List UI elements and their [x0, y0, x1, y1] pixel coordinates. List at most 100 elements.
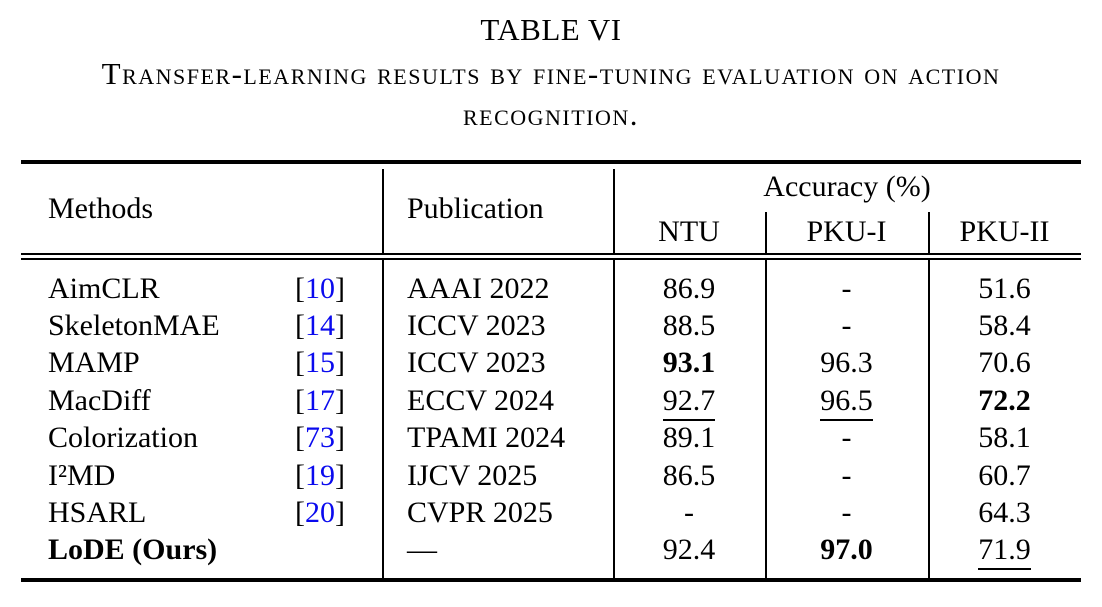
ntu-cell: 89.1 — [613, 421, 765, 455]
method-name: MacDiff — [48, 383, 151, 417]
citation-bracket: [ — [295, 421, 305, 455]
table-top-rule — [21, 160, 1081, 164]
ntu-value: 92.4 — [662, 533, 716, 567]
column-divider — [613, 169, 615, 253]
table-row: AimCLR [10] AAAI 2022 86.9 - 51.6 — [21, 270, 1081, 307]
citation-bracket: [ — [295, 458, 305, 492]
ntu-value: 86.5 — [662, 458, 716, 492]
pku-ii-cell: 51.6 — [928, 272, 1081, 306]
table-row: MacDiff [17] ECCV 2024 92.7 96.5 72.2 — [21, 382, 1081, 421]
header-publication: Publication — [407, 191, 544, 225]
pku-i-cell: 96.5 — [765, 383, 928, 421]
citation-bracket: [ — [295, 383, 305, 417]
citation-link[interactable]: [15] — [295, 346, 345, 380]
column-divider — [928, 212, 930, 253]
citation-number: 73 — [305, 421, 335, 455]
publication-cell: ICCV 2023 — [407, 346, 546, 380]
table-row: Colorization [73] TPAMI 2024 89.1 - 58.1 — [21, 420, 1081, 457]
table-caption: Transfer-learning results by fine-tuning… — [101, 56, 1001, 132]
pku-ii-value: 71.9 — [978, 533, 1031, 571]
pku-ii-value: 64.3 — [978, 496, 1031, 530]
pku-i-cell: 96.3 — [765, 346, 928, 380]
method-name: HSARL — [48, 496, 147, 530]
citation-link[interactable]: [14] — [295, 309, 345, 343]
citation-number: 20 — [305, 496, 335, 530]
column-divider — [765, 260, 767, 579]
publication-cell: — — [407, 533, 437, 567]
citation-link[interactable]: [10] — [295, 272, 345, 306]
ntu-value: 88.5 — [662, 309, 716, 343]
table-row-ours: LoDE (Ours) — 92.4 97.0 71.9 — [21, 532, 1081, 571]
header-accuracy-group: Accuracy (%) — [763, 170, 931, 203]
method-name: LoDE (Ours) — [48, 533, 218, 567]
ntu-value: - — [684, 496, 694, 530]
pku-ii-value: 51.6 — [978, 271, 1031, 305]
citation-bracket: [ — [295, 496, 305, 530]
ntu-cell: 88.5 — [613, 309, 765, 343]
column-divider — [765, 212, 767, 253]
method-name: Colorization — [48, 421, 198, 455]
table-row: I²MD [19] IJCV 2025 86.5 - 60.7 — [21, 457, 1081, 494]
header-pku-ii: PKU-II — [959, 214, 1050, 248]
citation-bracket: ] — [335, 496, 345, 530]
method-name: I²MD — [48, 458, 116, 492]
pku-ii-value: 70.6 — [978, 346, 1031, 380]
results-table: Methods Publication Accuracy (%) NTU PKU… — [21, 160, 1081, 583]
citation-link[interactable]: [20] — [295, 496, 345, 530]
ntu-cell: 86.5 — [613, 459, 765, 493]
header-subcolumns: NTU PKU-I PKU-II — [613, 210, 1081, 253]
pku-ii-cell: 72.2 — [928, 384, 1081, 418]
pku-ii-cell: 71.9 — [928, 533, 1081, 571]
pku-i-value: - — [841, 309, 852, 343]
pku-ii-cell: 70.6 — [928, 346, 1081, 380]
pku-ii-cell: 58.4 — [928, 309, 1081, 343]
publication-cell: IJCV 2025 — [407, 458, 538, 492]
pku-i-cell: - — [765, 459, 928, 493]
pku-i-value: - — [841, 458, 852, 492]
citation-link[interactable]: [19] — [295, 459, 345, 493]
citation-link[interactable]: [73] — [295, 421, 345, 455]
citation-bracket: ] — [335, 458, 345, 492]
header-methods: Methods — [48, 191, 153, 225]
ntu-value: 93.1 — [662, 346, 716, 380]
header-body-rule — [21, 253, 1081, 260]
pku-i-value: 97.0 — [820, 533, 873, 567]
table-body: AimCLR [10] AAAI 2022 86.9 - 51.6 Skelet… — [21, 260, 1081, 579]
citation-bracket: ] — [335, 271, 345, 305]
ntu-cell: 93.1 — [613, 346, 765, 380]
publication-cell: TPAMI 2024 — [407, 421, 566, 455]
pku-i-cell: 97.0 — [765, 533, 928, 567]
pku-ii-cell: 60.7 — [928, 459, 1081, 493]
ntu-value: 92.7 — [662, 383, 716, 421]
pku-ii-value: 72.2 — [978, 383, 1031, 417]
table-bottom-rule — [21, 578, 1081, 583]
method-name: AimCLR — [48, 271, 160, 305]
publication-cell: CVPR 2025 — [407, 496, 553, 530]
pku-ii-cell: 64.3 — [928, 496, 1081, 530]
publication-cell: AAAI 2022 — [407, 271, 550, 305]
column-divider — [613, 260, 615, 579]
citation-bracket: ] — [335, 346, 345, 380]
pku-ii-cell: 58.1 — [928, 421, 1081, 455]
citation-link[interactable]: [17] — [295, 384, 345, 418]
table-row: HSARL [20] CVPR 2025 - - 64.3 — [21, 494, 1081, 531]
ntu-cell: 92.7 — [613, 383, 765, 421]
ntu-cell: - — [613, 496, 765, 530]
method-name: MAMP — [48, 346, 140, 380]
citation-bracket: ] — [335, 309, 345, 343]
publication-cell: ECCV 2024 — [407, 383, 554, 417]
pku-i-cell: - — [765, 272, 928, 306]
pku-i-value: - — [841, 496, 852, 530]
citation-bracket: [ — [295, 346, 305, 380]
table-number-title: TABLE VI — [480, 12, 622, 47]
citation-number: 10 — [305, 271, 335, 305]
ntu-value: 89.1 — [662, 421, 716, 455]
pku-i-cell: - — [765, 496, 928, 530]
citation-number: 15 — [305, 346, 335, 380]
pku-i-value: - — [841, 271, 852, 305]
ntu-cell: 86.9 — [613, 272, 765, 306]
ntu-value: 86.9 — [662, 271, 716, 305]
column-divider — [382, 260, 384, 579]
pku-i-cell: - — [765, 421, 928, 455]
